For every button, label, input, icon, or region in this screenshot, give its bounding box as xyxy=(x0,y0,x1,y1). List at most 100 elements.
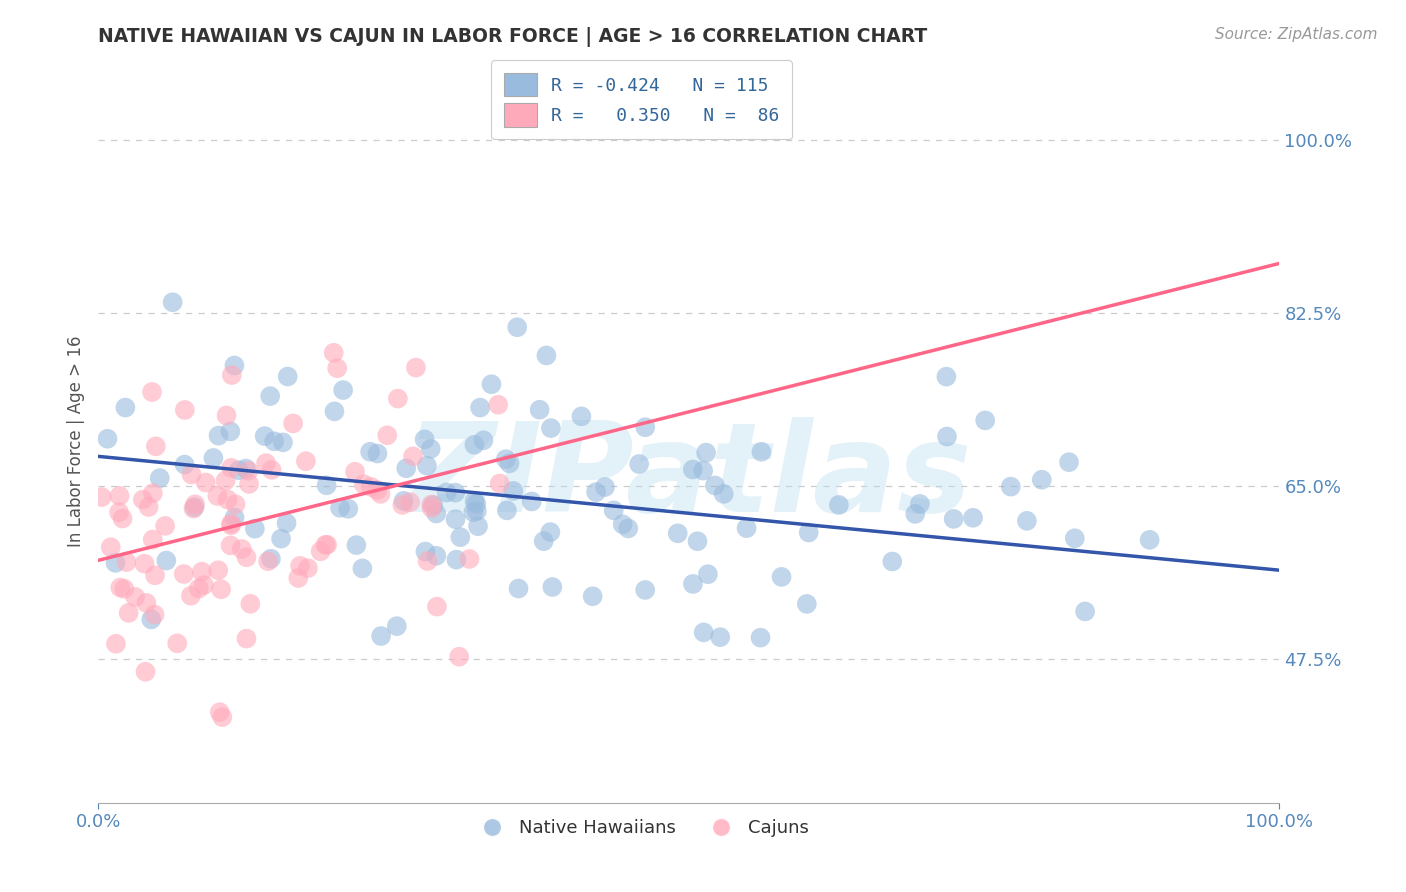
Point xyxy=(1074,604,1097,618)
Point xyxy=(366,446,388,460)
Point xyxy=(502,483,524,498)
Point xyxy=(112,582,135,596)
Point xyxy=(506,320,529,334)
Point xyxy=(529,402,551,417)
Y-axis label: In Labor Force | Age > 16: In Labor Force | Age > 16 xyxy=(66,335,84,548)
Point xyxy=(467,519,489,533)
Point xyxy=(465,497,488,511)
Point xyxy=(219,516,242,531)
Point xyxy=(735,521,758,535)
Point xyxy=(238,464,260,478)
Point xyxy=(224,497,246,511)
Point xyxy=(749,631,772,645)
Point xyxy=(326,361,349,376)
Point xyxy=(541,580,564,594)
Point xyxy=(682,462,704,476)
Point xyxy=(488,476,510,491)
Point xyxy=(360,480,382,494)
Point xyxy=(449,530,471,544)
Point xyxy=(942,512,965,526)
Point xyxy=(108,505,131,519)
Point xyxy=(149,471,172,485)
Point xyxy=(90,490,112,504)
Point xyxy=(173,566,195,581)
Point xyxy=(141,612,163,626)
Point xyxy=(238,476,260,491)
Point xyxy=(713,487,735,501)
Text: ZIPatlas: ZIPatlas xyxy=(406,417,972,538)
Point xyxy=(219,538,242,552)
Point xyxy=(254,456,277,470)
Point xyxy=(104,556,127,570)
Point xyxy=(316,538,339,552)
Point xyxy=(481,377,503,392)
Point xyxy=(1139,533,1161,547)
Point xyxy=(908,497,931,511)
Point xyxy=(465,504,488,518)
Point xyxy=(100,540,122,554)
Point xyxy=(135,596,157,610)
Point xyxy=(416,458,439,473)
Point xyxy=(323,404,346,418)
Point xyxy=(617,521,640,535)
Point xyxy=(415,544,437,558)
Point xyxy=(173,403,195,417)
Point xyxy=(508,582,530,596)
Point xyxy=(260,463,283,477)
Point xyxy=(183,500,205,515)
Point xyxy=(281,417,304,431)
Point xyxy=(370,487,392,501)
Point xyxy=(180,589,202,603)
Point xyxy=(463,505,485,519)
Point xyxy=(180,467,202,482)
Point xyxy=(309,544,332,558)
Point xyxy=(295,454,318,468)
Point xyxy=(260,551,283,566)
Point xyxy=(235,461,257,475)
Point xyxy=(145,439,167,453)
Point xyxy=(143,607,166,622)
Point xyxy=(692,464,714,478)
Point xyxy=(446,552,468,566)
Point xyxy=(153,519,176,533)
Point xyxy=(385,619,408,633)
Point xyxy=(962,510,984,524)
Point xyxy=(194,475,217,490)
Point xyxy=(184,497,207,511)
Point xyxy=(974,413,997,427)
Point xyxy=(399,495,422,509)
Point xyxy=(352,561,374,575)
Point xyxy=(193,578,215,592)
Point xyxy=(207,489,229,503)
Point xyxy=(337,501,360,516)
Point xyxy=(582,589,605,603)
Point xyxy=(138,500,160,514)
Point xyxy=(936,429,959,443)
Point xyxy=(219,425,242,439)
Point xyxy=(141,384,163,399)
Point xyxy=(416,554,439,568)
Point xyxy=(593,480,616,494)
Point xyxy=(132,492,155,507)
Point xyxy=(375,428,398,442)
Point xyxy=(697,567,720,582)
Point xyxy=(703,478,725,492)
Text: Source: ZipAtlas.com: Source: ZipAtlas.com xyxy=(1215,27,1378,42)
Point xyxy=(142,533,165,547)
Point xyxy=(420,498,443,512)
Point xyxy=(191,565,214,579)
Point xyxy=(104,637,127,651)
Point xyxy=(425,549,447,563)
Point xyxy=(111,511,134,525)
Point xyxy=(219,518,242,533)
Point xyxy=(449,649,471,664)
Point xyxy=(612,517,634,532)
Point xyxy=(770,570,793,584)
Point xyxy=(359,444,381,458)
Point xyxy=(533,534,555,549)
Point xyxy=(208,705,231,719)
Point xyxy=(263,434,285,449)
Point xyxy=(391,498,413,512)
Point xyxy=(224,510,246,524)
Point xyxy=(211,710,233,724)
